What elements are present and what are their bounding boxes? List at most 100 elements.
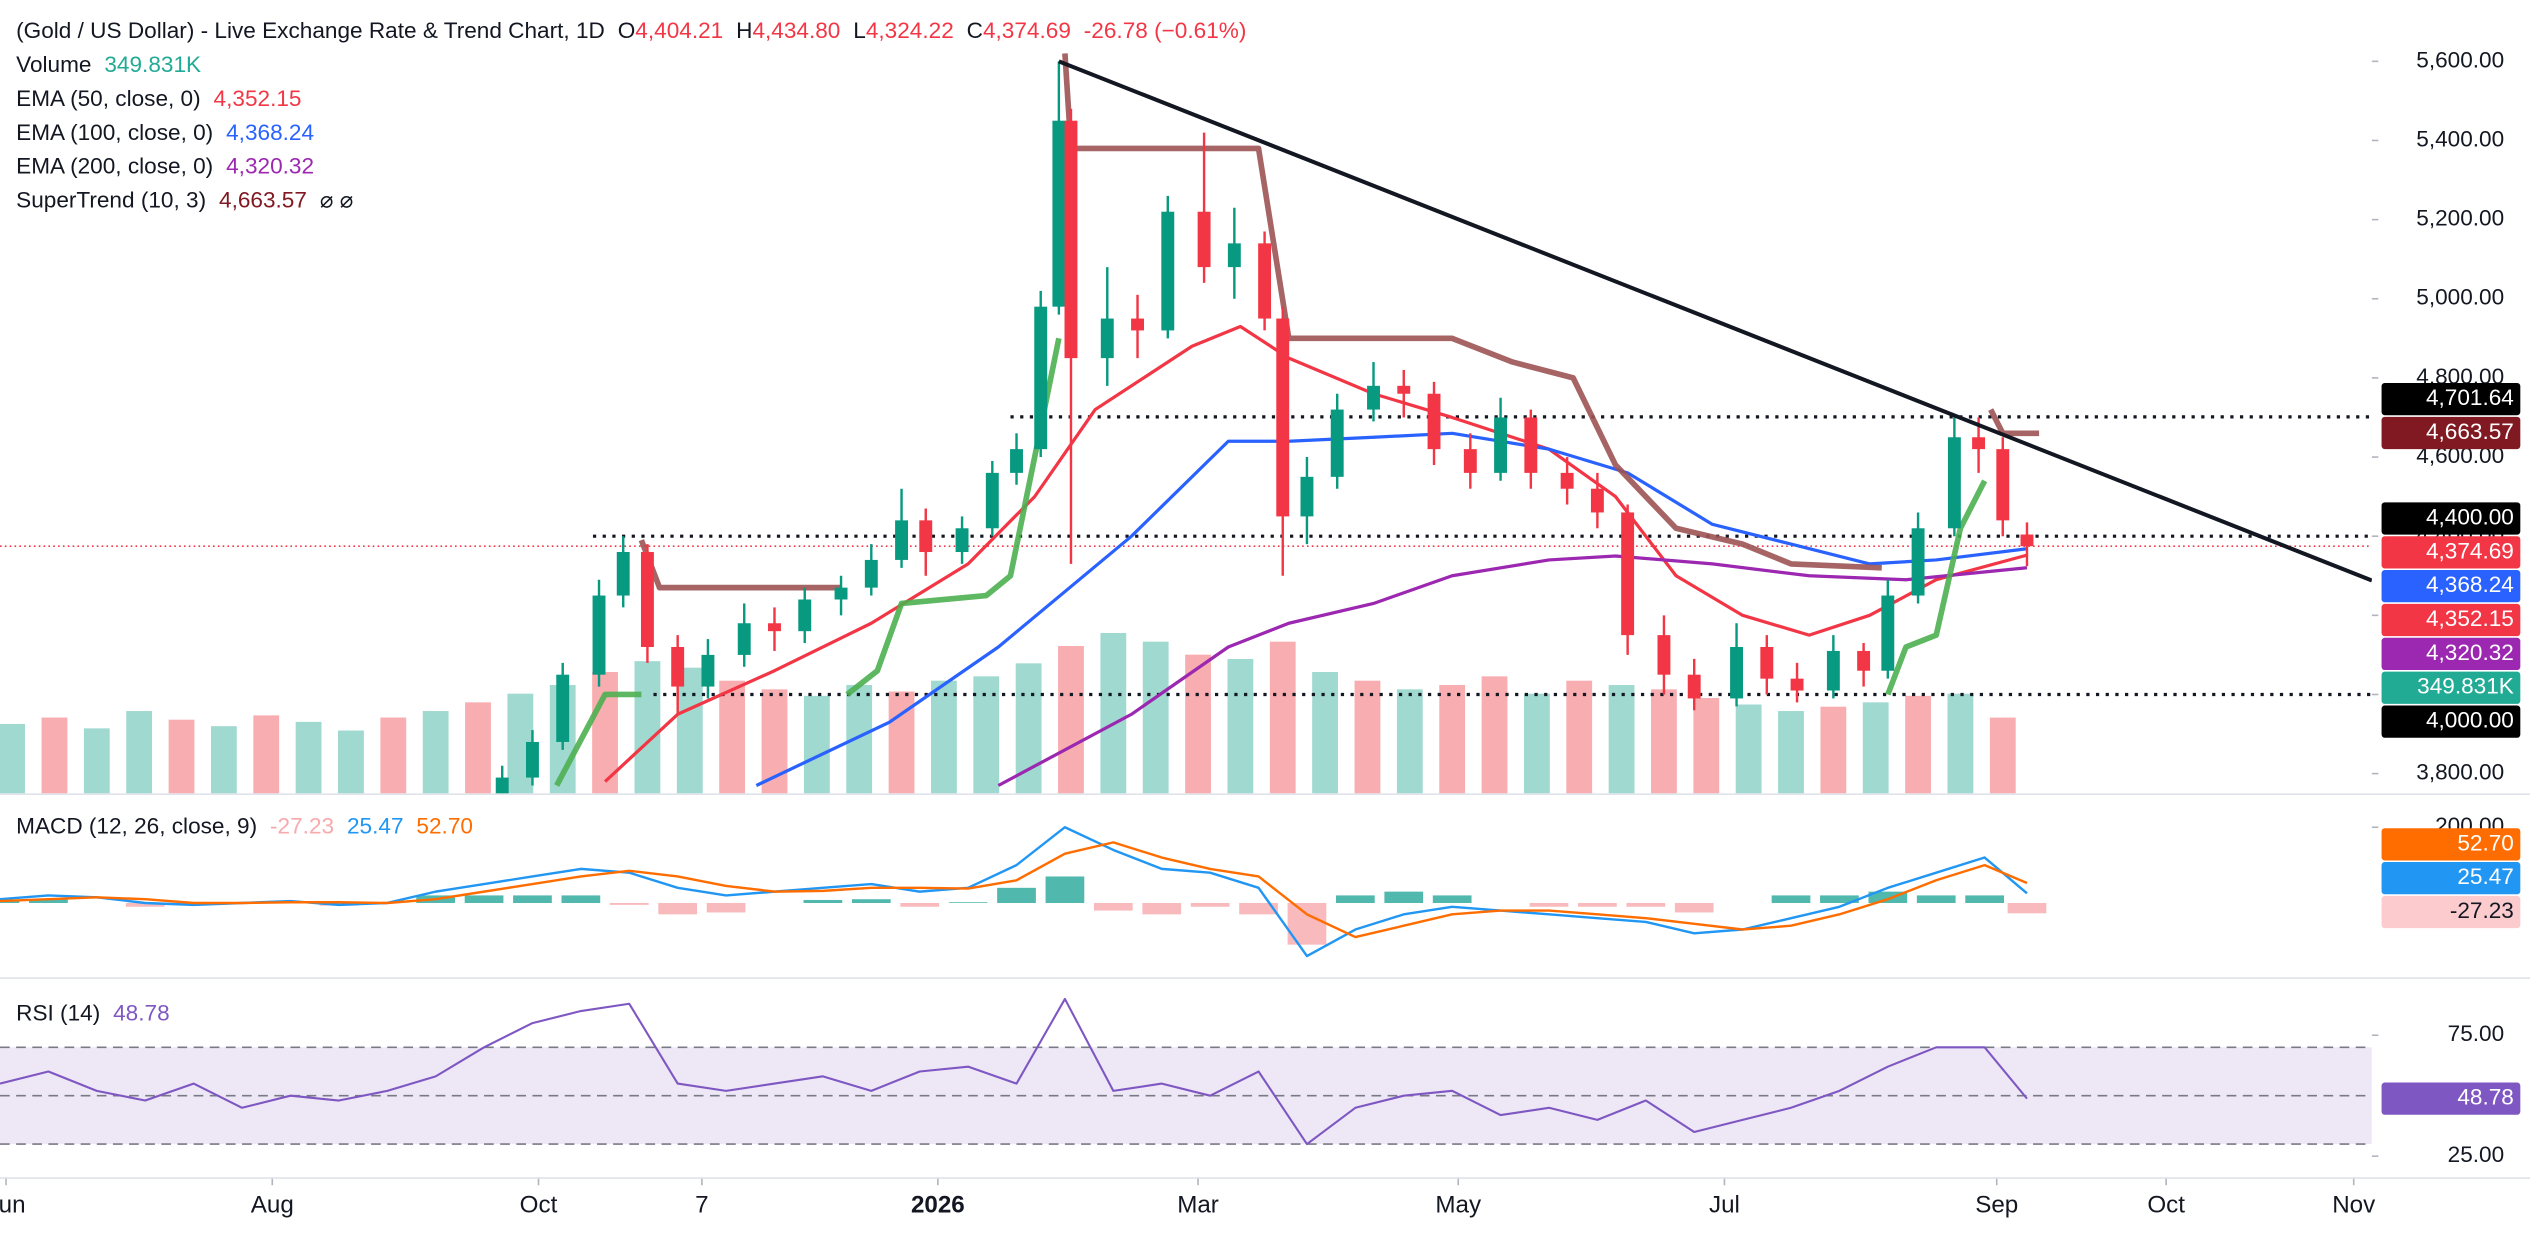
candle-body (1826, 650, 1840, 691)
price-badge (2381, 862, 2521, 895)
legend-line: SuperTrend (10, 3) 4,663.57 ⌀ ⌀ (16, 188, 354, 213)
macd-pane (0, 826, 2047, 958)
price-badge (2381, 603, 2521, 637)
x-tick-label: Mar (1177, 1192, 1219, 1219)
trendline (1058, 59, 2372, 583)
candle-body (701, 654, 715, 687)
candle-body (1064, 120, 1078, 359)
legend-line: MACD (12, 26, close, 9) -27.23 25.47 52.70 (16, 813, 473, 838)
y-tick-label: 25.00 (2448, 1142, 2505, 1167)
legend-line: EMA (100, close, 0) 4,368.24 (16, 120, 314, 145)
price-badge (2381, 570, 2521, 603)
price-badge (2381, 637, 2521, 671)
price-badge-label: 4,374.69 (2426, 538, 2514, 563)
macd-histogram-bar (464, 895, 504, 903)
macd-histogram-bar (1771, 895, 1811, 903)
macd-histogram-bar (997, 887, 1036, 903)
x-tick-label: Aug (251, 1192, 294, 1219)
volume-bar (1100, 632, 1127, 794)
macd-histogram-bar (1916, 895, 1956, 903)
macd-histogram-bar (803, 899, 843, 903)
candle-body (798, 599, 812, 632)
macd-histogram-bar (1239, 902, 1278, 915)
volume-bar (1608, 685, 1635, 794)
legend-item: RSI (14) (16, 1000, 100, 1025)
x-tick-label: Sep (1975, 1192, 2018, 1219)
macd-histogram-bar (1045, 876, 1085, 903)
price-badge-label: 52.70 (2457, 830, 2514, 855)
macd-histogram-bar (1529, 902, 1569, 907)
macd-line (0, 826, 2028, 958)
candle-body (1258, 243, 1272, 319)
price-badge (2381, 671, 2521, 704)
macd-histogram-bar (1578, 902, 1617, 907)
candle-body (1881, 595, 1895, 671)
candle-body (1330, 409, 1344, 477)
volume-bar (1439, 685, 1466, 794)
candle-body (1730, 646, 1744, 699)
macd-histogram-bar (1868, 891, 1908, 903)
candle-body (1276, 318, 1290, 517)
legend-item: EMA (200, close, 0) (16, 154, 213, 179)
x-tick-label: 7 (695, 1192, 708, 1219)
volume-bar (1354, 680, 1381, 794)
candle-body (1524, 417, 1538, 473)
x-tick-label: 2026 (911, 1192, 965, 1219)
legend-item: EMA (50, close, 0) (16, 86, 201, 111)
legend-line: Volume 349.831K (16, 52, 201, 77)
macd-histogram-bar (609, 902, 649, 905)
candle-body (1494, 417, 1508, 473)
candle-body (1857, 650, 1871, 671)
legend-item: 4,404.21 (635, 18, 723, 43)
legend-item: L (853, 18, 866, 43)
legend-item: 4,324.22 (866, 18, 954, 43)
candle-body (1300, 476, 1314, 517)
macd-histogram-bar (561, 895, 601, 903)
candle-body (737, 623, 751, 655)
overlay: 3,800.004,000.004,200.004,400.004,600.00… (0, 18, 2521, 1219)
legend-line: EMA (50, close, 0) 4,352.15 (16, 86, 301, 111)
volume-bar (1396, 689, 1423, 794)
candle-body (495, 777, 509, 794)
price-badge-label: 4,400.00 (2426, 504, 2514, 529)
candle-body (640, 552, 654, 647)
candle-body (1397, 385, 1411, 394)
candle-body (556, 674, 570, 742)
y-tick-label: 75.00 (2448, 1021, 2505, 1046)
price-badge-label: 25.47 (2457, 864, 2514, 889)
volume-bar (1058, 645, 1084, 794)
volume-bar (1481, 676, 1508, 794)
supertrend-line (1885, 479, 1988, 696)
volume-bar (803, 695, 830, 794)
volume-bar (126, 711, 153, 794)
candle-body (1463, 449, 1477, 473)
candle-body (1227, 243, 1241, 268)
price-badge (2381, 536, 2521, 569)
legend-line: (Gold / US Dollar) - Live Exchange Rate … (16, 18, 1246, 43)
legend-item: EMA (100, close, 0) (16, 120, 213, 145)
candle-body (1996, 449, 2010, 521)
x-tick-label: Jun (0, 1192, 26, 1219)
volume-bar (41, 717, 68, 794)
macd-histogram-bar (851, 899, 891, 903)
macd-histogram-bar (658, 902, 698, 915)
volume-bar (0, 724, 26, 794)
legend-item: 4,352.15 (214, 86, 302, 111)
macd-histogram-bar (1190, 902, 1230, 907)
candle-body (1197, 211, 1211, 268)
y-tick-label: 5,000.00 (2416, 285, 2504, 310)
macd-histogram-bar (1674, 902, 1714, 913)
x-tick-label: Nov (2332, 1192, 2376, 1219)
candle-body (592, 595, 606, 675)
volume-bar (210, 726, 237, 794)
y-tick-label: 5,400.00 (2416, 126, 2504, 151)
volume-bar (1778, 711, 1804, 794)
volume-bar (465, 702, 491, 794)
volume-bar (1269, 641, 1296, 794)
candle-body (616, 552, 630, 596)
x-tick-label: Oct (520, 1192, 558, 1219)
volume-bar (253, 715, 280, 794)
candle-body (1621, 512, 1635, 636)
volume-bar (1185, 654, 1211, 794)
